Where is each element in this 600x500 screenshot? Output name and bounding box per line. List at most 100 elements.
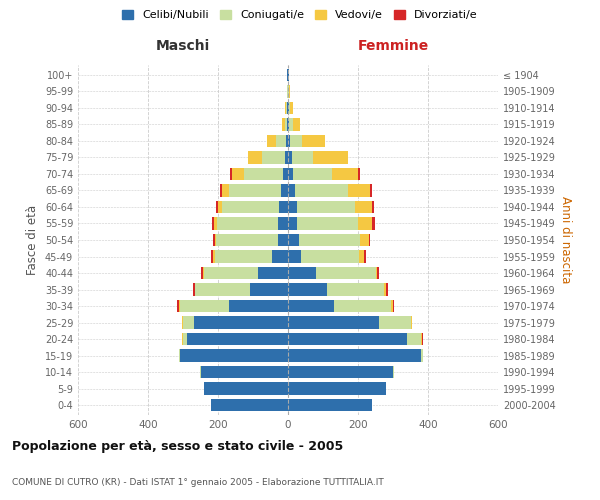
Bar <box>288 184 295 196</box>
Bar <box>279 201 288 213</box>
Legend: Celibi/Nubili, Coniugati/e, Vedovi/e, Divorziati/e: Celibi/Nubili, Coniugati/e, Vedovi/e, Di… <box>118 6 482 25</box>
Bar <box>284 152 288 164</box>
Bar <box>289 85 290 98</box>
Bar <box>201 267 203 279</box>
Bar <box>258 267 288 279</box>
Bar <box>334 300 391 312</box>
Bar <box>297 218 358 230</box>
Bar <box>229 184 281 196</box>
Bar <box>347 184 370 196</box>
Bar <box>295 184 347 196</box>
Bar <box>183 316 193 328</box>
Bar <box>391 300 393 312</box>
Bar <box>288 382 386 395</box>
Bar <box>216 201 218 213</box>
Bar <box>288 267 316 279</box>
Bar <box>276 135 286 147</box>
Bar <box>288 333 407 345</box>
Bar <box>288 201 297 213</box>
Bar <box>182 333 183 345</box>
Bar <box>292 152 313 164</box>
Bar <box>248 152 262 164</box>
Bar <box>211 250 213 262</box>
Bar <box>288 300 334 312</box>
Bar <box>221 201 279 213</box>
Bar <box>421 333 422 345</box>
Text: Femmine: Femmine <box>358 38 428 52</box>
Bar <box>359 250 364 262</box>
Bar <box>288 152 292 164</box>
Bar <box>215 234 216 246</box>
Bar <box>216 234 277 246</box>
Bar <box>193 316 288 328</box>
Bar <box>213 250 215 262</box>
Bar <box>287 68 288 81</box>
Bar <box>377 267 379 279</box>
Bar <box>284 118 287 130</box>
Bar <box>214 218 217 230</box>
Bar <box>284 102 286 114</box>
Y-axis label: Anni di nascita: Anni di nascita <box>559 196 572 284</box>
Bar <box>288 168 293 180</box>
Bar <box>287 118 288 130</box>
Bar <box>286 135 288 147</box>
Bar <box>281 184 288 196</box>
Bar <box>277 234 288 246</box>
Bar <box>422 333 423 345</box>
Bar <box>410 316 412 328</box>
Bar <box>302 135 325 147</box>
Bar <box>407 333 421 345</box>
Bar <box>282 118 284 130</box>
Bar <box>288 316 379 328</box>
Bar <box>272 250 288 262</box>
Bar <box>358 168 360 180</box>
Bar <box>393 300 394 312</box>
Bar <box>195 284 250 296</box>
Bar <box>316 267 376 279</box>
Bar <box>193 284 194 296</box>
Bar <box>221 184 229 196</box>
Bar <box>326 284 384 296</box>
Bar <box>288 399 372 411</box>
Bar <box>200 366 288 378</box>
Bar <box>232 168 244 180</box>
Bar <box>288 284 326 296</box>
Bar <box>177 300 179 312</box>
Bar <box>288 135 290 147</box>
Bar <box>358 218 372 230</box>
Bar <box>179 300 229 312</box>
Bar <box>267 135 276 147</box>
Bar <box>289 102 290 114</box>
Bar <box>393 366 394 378</box>
Bar <box>182 316 183 328</box>
Bar <box>204 382 288 395</box>
Bar <box>286 102 287 114</box>
Bar <box>368 234 370 246</box>
Bar <box>287 102 288 114</box>
Bar <box>313 152 347 164</box>
Bar <box>421 350 423 362</box>
Bar <box>250 284 288 296</box>
Bar <box>215 250 272 262</box>
Bar <box>288 218 297 230</box>
Bar <box>204 267 258 279</box>
Bar <box>297 201 355 213</box>
Bar <box>370 184 372 196</box>
Bar <box>288 68 289 81</box>
Bar <box>293 118 299 130</box>
Bar <box>218 201 221 213</box>
Bar <box>372 201 374 213</box>
Bar <box>230 168 232 180</box>
Bar <box>194 284 195 296</box>
Text: Popolazione per età, sesso e stato civile - 2005: Popolazione per età, sesso e stato civil… <box>12 440 343 453</box>
Bar <box>217 218 278 230</box>
Bar <box>288 234 299 246</box>
Bar <box>187 333 288 345</box>
Bar <box>360 234 368 246</box>
Bar <box>386 284 388 296</box>
Bar <box>290 102 293 114</box>
Bar <box>299 234 360 246</box>
Bar <box>278 218 288 230</box>
Bar <box>293 168 332 180</box>
Bar <box>332 168 358 180</box>
